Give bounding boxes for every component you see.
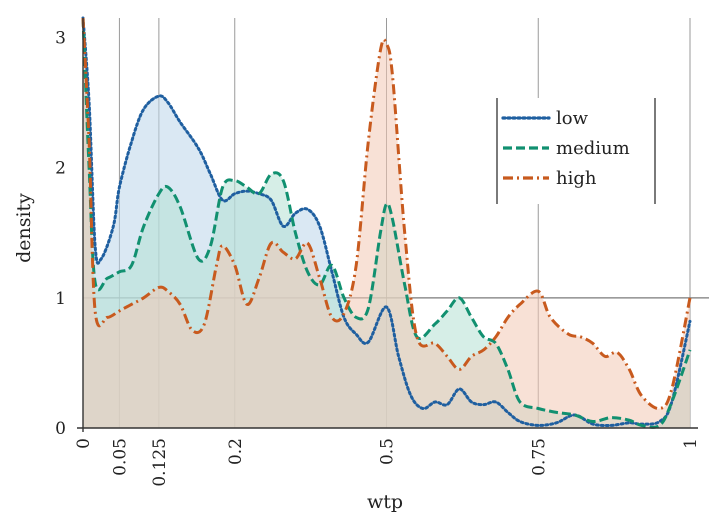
series-areas [83, 18, 690, 428]
y-tick-label: 2 [55, 159, 66, 179]
axes [77, 18, 698, 432]
x-tick-label: 0.75 [529, 438, 549, 476]
x-tick-label: 1 [681, 438, 701, 449]
x-axis-title: wtp [367, 491, 403, 513]
tick-labels: 0 1 2 3 0 0.05 0.125 0.2 0.5 0.75 1 [55, 29, 701, 487]
x-tick-label: 0.125 [150, 438, 170, 487]
line-high [81, 17, 692, 411]
series-lines [81, 16, 692, 429]
y-tick-label: 3 [55, 29, 66, 49]
x-tick-label: 0.5 [378, 438, 398, 465]
y-tick-label: 0 [55, 419, 66, 439]
legend-label-medium: medium [556, 138, 630, 159]
x-tick-label: 0.2 [226, 438, 246, 465]
line-low [81, 16, 692, 428]
y-tick-label: 1 [55, 289, 66, 309]
legend: low medium high [496, 98, 656, 204]
line-medium [81, 17, 692, 429]
x-tick-label: 0.05 [110, 438, 130, 476]
area-high [83, 18, 690, 428]
x-tick-label: 0 [74, 438, 94, 449]
legend-label-low: low [556, 108, 589, 129]
legend-label-high: high [556, 168, 597, 189]
y-axis-title: density [13, 193, 35, 263]
legend-box [497, 98, 655, 204]
